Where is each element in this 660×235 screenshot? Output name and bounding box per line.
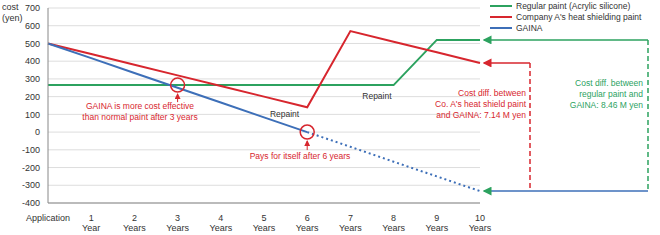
svg-text:-200: -200 bbox=[22, 163, 40, 173]
svg-text:-400: -400 bbox=[22, 198, 40, 208]
svg-text:3Years: 3Years bbox=[166, 213, 189, 233]
svg-text:200: 200 bbox=[25, 92, 40, 102]
svg-text:Repaint: Repaint bbox=[362, 91, 392, 101]
svg-text:1Year: 1Year bbox=[82, 213, 100, 233]
svg-text:cost(yen): cost(yen) bbox=[2, 2, 23, 23]
svg-text:600: 600 bbox=[25, 21, 40, 31]
svg-text:9Years: 9Years bbox=[425, 213, 448, 233]
svg-text:-300: -300 bbox=[22, 180, 40, 190]
svg-text:6Years: 6Years bbox=[296, 213, 319, 233]
svg-text:Cost diff. betweenCo. A's heat: Cost diff. betweenCo. A's heat shield pa… bbox=[435, 88, 527, 120]
svg-text:Repaint: Repaint bbox=[270, 109, 300, 119]
svg-text:500: 500 bbox=[25, 39, 40, 49]
svg-text:4Years: 4Years bbox=[209, 213, 232, 233]
svg-text:400: 400 bbox=[25, 56, 40, 66]
svg-text:2Years: 2Years bbox=[123, 213, 146, 233]
svg-text:Regular paint (Acrylic silicon: Regular paint (Acrylic silicone) bbox=[516, 1, 630, 11]
svg-text:300: 300 bbox=[25, 74, 40, 84]
svg-text:7Years: 7Years bbox=[339, 213, 362, 233]
svg-text:0: 0 bbox=[35, 127, 40, 137]
svg-text:5Years: 5Years bbox=[253, 213, 276, 233]
svg-text:Pays for itself after 6 years: Pays for itself after 6 years bbox=[250, 151, 351, 161]
svg-text:GAINA is more cost effectiveth: GAINA is more cost effectivethan normal … bbox=[82, 101, 197, 122]
svg-text:-100: -100 bbox=[22, 145, 40, 155]
svg-text:8Years: 8Years bbox=[382, 213, 405, 233]
svg-text:GAINA: GAINA bbox=[516, 23, 543, 33]
svg-text:Cost diff. betweenregular pain: Cost diff. betweenregular paint andGAINA… bbox=[570, 78, 644, 110]
svg-text:Company A's heat shielding pai: Company A's heat shielding paint bbox=[516, 12, 642, 22]
svg-text:Application: Application bbox=[26, 213, 70, 223]
svg-text:10Years: 10Years bbox=[469, 213, 492, 233]
svg-text:700: 700 bbox=[25, 3, 40, 13]
svg-text:100: 100 bbox=[25, 110, 40, 120]
